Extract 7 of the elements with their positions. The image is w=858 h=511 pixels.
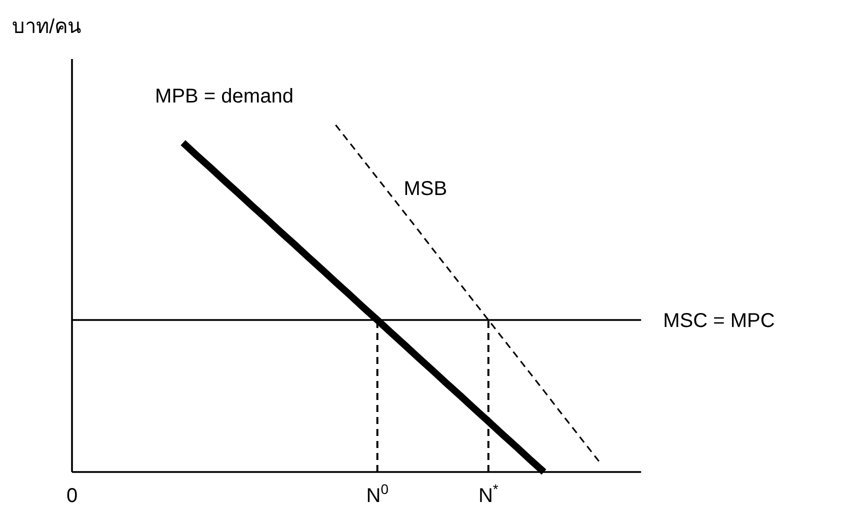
series-label: MSB	[404, 178, 448, 200]
y-axis-title: บาท/คน	[12, 16, 82, 38]
text: MPB = demand	[155, 86, 294, 108]
x-tick-label: N$^{*}$	[478, 481, 499, 507]
x-tick-label: N$^{0}$	[366, 481, 389, 507]
series-label: MSC = MPC	[663, 310, 775, 332]
x-tick-label: 0	[66, 485, 78, 507]
